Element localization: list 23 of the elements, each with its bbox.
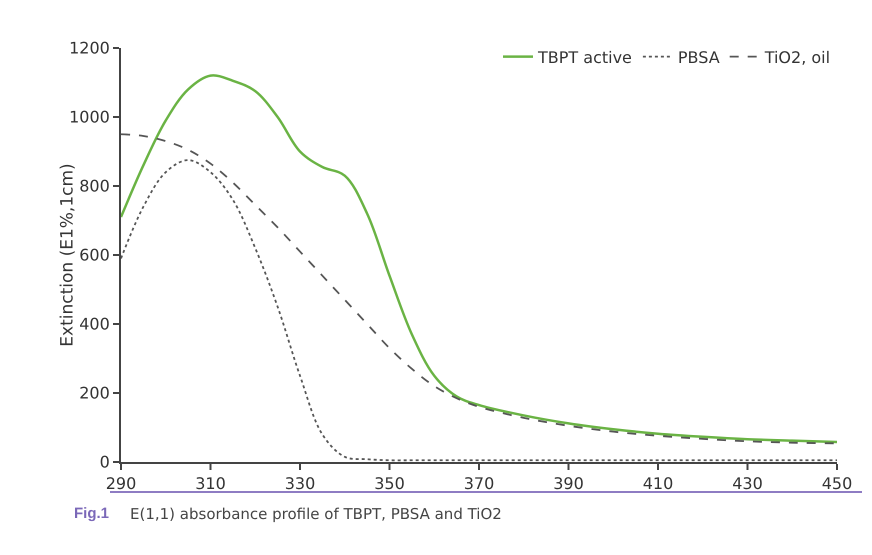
y-tick-label: 600 (79, 246, 110, 265)
line-series (121, 74, 837, 444)
y-axis-title: Extinction (E1%,1cm) (57, 163, 78, 347)
x-tick-label: 410 (642, 474, 674, 494)
x-tick-label: 430 (732, 474, 763, 494)
y-tick-label: 800 (79, 176, 110, 196)
x-tick-label: 310 (195, 474, 226, 494)
x-tick-label: 330 (284, 474, 316, 494)
y-tick-label: 200 (79, 384, 110, 403)
caption: Fig.1 (74, 505, 110, 522)
y-tick-label: 0 (100, 452, 110, 472)
y-tick-label: 1200 (69, 38, 110, 58)
x-tick-label: 350 (374, 474, 405, 494)
x-tick-label: 290 (106, 474, 136, 494)
x-tick-label: 450 (822, 474, 852, 494)
legend-label: PBSA (678, 48, 720, 67)
y-tick-label: 400 (79, 314, 110, 334)
x-tick-label: 390 (553, 474, 584, 494)
legend-label: TBPT active (537, 48, 632, 67)
y-tick-label: 1000 (69, 108, 110, 127)
x-tick-label: 370 (464, 474, 494, 494)
text: E(1,1) absorbance profile of TBPT, PBSA and TiO2 (130, 505, 502, 523)
legend-label: TiO2, oil (764, 48, 830, 67)
